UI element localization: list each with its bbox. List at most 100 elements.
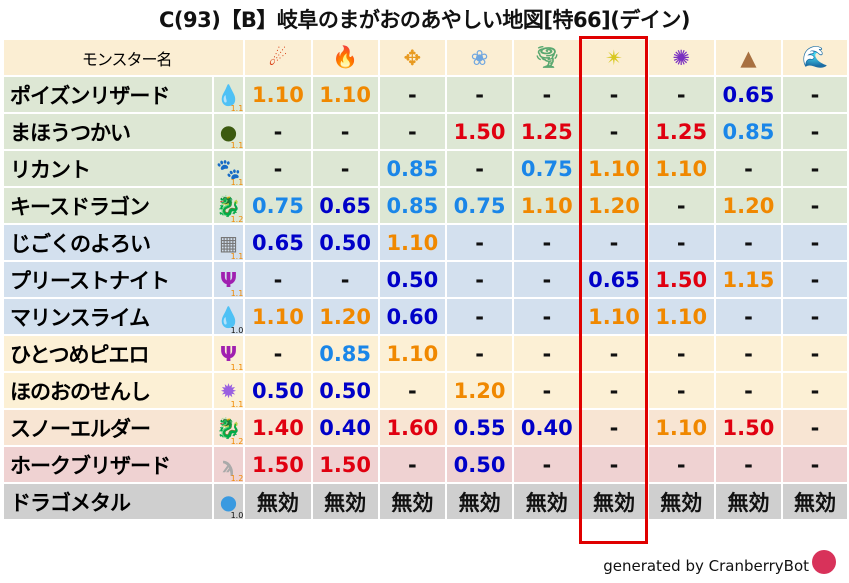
resistance-value: 1.10 — [648, 410, 714, 445]
resistance-value: 1.10 — [581, 151, 647, 186]
trident-icon: Ψ — [219, 341, 237, 366]
monster-name: マリンスライム — [4, 299, 212, 334]
table-row: プリーストナイト Ψ 1.1- -0.50- -0.65 1.50 1.15- — [4, 262, 847, 298]
version-label: 1.1 — [230, 178, 244, 187]
resistance-value: 1.50 — [446, 114, 513, 149]
dark-pinwheel-icon: ✺ — [648, 40, 714, 75]
resistance-value: - — [245, 262, 311, 297]
resistance-value: - — [446, 299, 513, 334]
resistance-value: - — [245, 151, 311, 186]
resistance-value: - — [783, 225, 847, 260]
resistance-value: 0.50 — [379, 262, 445, 297]
resistance-value: - — [446, 225, 513, 260]
resistance-value: 0.55 — [446, 410, 513, 445]
resistance-value: 1.20 — [312, 299, 378, 334]
monster-name: ポイズンリザード — [4, 77, 212, 112]
table-row: ドラゴメタル ● 1.0 無効 無効 無効 無効 無効 無効 無効 無効 無効 — [4, 484, 847, 520]
hooded-ghost-icon: ● — [219, 119, 238, 144]
version-label: 1.0 — [230, 511, 244, 520]
version-label: 1.2 — [230, 215, 244, 224]
resistance-value: - — [581, 225, 647, 260]
resistance-value: 0.60 — [379, 299, 445, 334]
resistance-value: - — [783, 373, 847, 408]
resistance-value: 無効 — [245, 484, 311, 519]
resistance-value: 1.50 — [715, 410, 782, 445]
resistance-value: - — [648, 225, 714, 260]
resistance-value: - — [715, 151, 782, 186]
resistance-value: - — [648, 447, 714, 482]
resistance-value: - — [783, 299, 847, 334]
resistance-value: 無効 — [783, 484, 847, 519]
resistance-value: - — [379, 77, 445, 112]
resistance-value: - — [581, 114, 647, 149]
resistance-value: 0.85 — [379, 188, 445, 223]
resistance-value: - — [783, 447, 847, 482]
resistance-value: 1.15 — [715, 262, 782, 297]
dragon-icon: 🐉 — [216, 415, 241, 440]
resistance-value: 0.50 — [446, 447, 513, 482]
resistance-value: - — [514, 225, 580, 260]
resistance-value: - — [312, 151, 378, 186]
resistance-value: - — [514, 373, 580, 408]
table-row: まほうつかい ● 1.1- - -1.50 1.25-1.25 0.85- — [4, 114, 847, 150]
resistance-value: - — [648, 188, 714, 223]
tornado-icon: 🌪 — [514, 40, 580, 75]
resistance-value: 1.10 — [379, 336, 445, 371]
version-label: 1.2 — [230, 474, 244, 483]
resistance-value: 無効 — [648, 484, 714, 519]
table-row: リカント 🐾 1.1- -0.85-0.75 1.10 1.10- - — [4, 151, 847, 187]
resistance-value: - — [783, 262, 847, 297]
monster-name: リカント — [4, 151, 212, 186]
table-row: マリンスライム 💧 1.0 1.10 1.20 0.60- -1.10 1.10- - — [4, 299, 847, 335]
resistance-value: - — [783, 114, 847, 149]
resistance-value: - — [446, 262, 513, 297]
resistance-value: 1.25 — [648, 114, 714, 149]
resistance-value: - — [648, 373, 714, 408]
resistance-value: 0.40 — [514, 410, 580, 445]
resistance-value: - — [379, 373, 445, 408]
snowflake-icon: ❀ — [446, 40, 513, 75]
resistance-value: - — [514, 77, 580, 112]
resistance-value: 無効 — [715, 484, 782, 519]
resistance-value: - — [245, 336, 311, 371]
resistance-value: 1.50 — [312, 447, 378, 482]
page-title: C(93)【B】岐阜のまがおのあやしい地図[特66](デイン) — [159, 8, 690, 32]
light-star-icon: ✴ — [581, 40, 647, 75]
resistance-value: - — [715, 373, 782, 408]
table-row: ひとつめピエロ Ψ 1.1-0.85 1.10- - - - - - — [4, 336, 847, 372]
monster-name: プリーストナイト — [4, 262, 212, 297]
table-row: ホークブリザード ϡ 1.2 1.50 1.50-0.50- - - - - — [4, 447, 847, 483]
resistance-value: 0.85 — [379, 151, 445, 186]
resistance-value: 無効 — [514, 484, 580, 519]
resistance-value: 1.20 — [581, 188, 647, 223]
trident-icon: Ψ — [219, 267, 237, 292]
version-label: 1.1 — [230, 141, 244, 150]
resistance-value: - — [312, 262, 378, 297]
table-row: ほのおのせんし ✹ 1.1 0.50 0.50-1.20- - - - - — [4, 373, 847, 409]
resistance-value: 0.65 — [312, 188, 378, 223]
footer-credit: generated by CranberryBot — [603, 557, 809, 575]
water-wave-icon: 🌊 — [783, 40, 847, 75]
resistance-value: 1.10 — [581, 299, 647, 334]
resistance-value: 1.50 — [245, 447, 311, 482]
version-label: 1.0 — [230, 326, 244, 335]
resistance-value: - — [581, 410, 647, 445]
brick-wall-icon: ▦ — [219, 230, 238, 255]
resistance-value: - — [245, 114, 311, 149]
resistance-value: 0.50 — [245, 373, 311, 408]
resistance-value: 無効 — [446, 484, 513, 519]
mountain-icon: ▲ — [715, 40, 782, 75]
resistance-value: - — [379, 114, 445, 149]
cranberry-bot-icon — [812, 550, 836, 574]
resistance-value: - — [715, 299, 782, 334]
wing-icon: ϡ — [222, 452, 235, 477]
monster-name: じごくのよろい — [4, 225, 212, 260]
resistance-value: - — [446, 151, 513, 186]
resistance-value: - — [783, 410, 847, 445]
version-label: 1.1 — [230, 363, 244, 372]
monster-name: ひとつめピエロ — [4, 336, 212, 371]
resistance-value: 1.10 — [379, 225, 445, 260]
resistance-value: 0.65 — [581, 262, 647, 297]
resistance-value: - — [648, 336, 714, 371]
resistance-value: 0.50 — [312, 373, 378, 408]
